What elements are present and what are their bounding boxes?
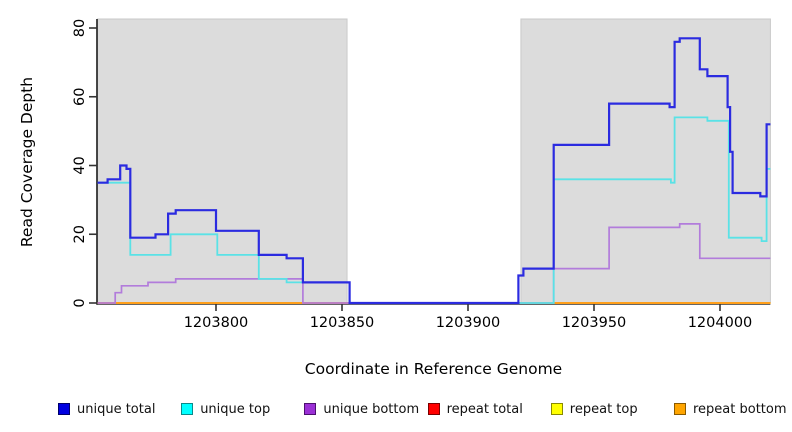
legend-item-unique-total: unique total [58, 398, 155, 420]
x-tick-label: 1204000 [688, 315, 753, 331]
y-tick-label: 0 [72, 298, 88, 307]
legend-swatch-icon [181, 403, 194, 415]
legend-item-repeat-total: repeat total [427, 398, 523, 420]
legend-label: unique top [200, 401, 271, 417]
series-unique-bottom [97, 223, 771, 304]
x-tick-label: 1203950 [562, 315, 627, 331]
x-tick-label: 1203900 [436, 315, 501, 331]
legend-label: unique total [77, 401, 156, 417]
legend-swatch-icon [304, 403, 317, 415]
legend-item-unique-top: unique top [181, 398, 270, 420]
y-axis-title: Read Coverage Depth [18, 76, 36, 248]
y-tick-label: 40 [72, 156, 88, 174]
y-tick-label: 60 [72, 88, 88, 106]
legend-swatch-icon [550, 403, 563, 415]
x-tick-label: 1203800 [184, 315, 249, 331]
legend-item-repeat-bottom: repeat bottom [674, 398, 787, 420]
legend-label: unique bottom [323, 401, 420, 417]
legend-label: repeat top [569, 401, 638, 417]
legend-item-unique-bottom: unique bottom [304, 398, 419, 420]
shaded-region [97, 18, 348, 304]
y-tick-label: 20 [72, 225, 88, 243]
x-tick-label: 1203850 [310, 315, 375, 331]
legend: unique total unique top unique bottom repea… [0, 398, 792, 422]
x-axis-title: Coordinate in Reference Genome [304, 360, 563, 378]
legend-swatch-icon [58, 403, 70, 415]
series-unique-total [97, 37, 771, 305]
legend-swatch-icon [427, 403, 440, 415]
legend-label: repeat bottom [693, 401, 787, 417]
y-tick-label: 80 [72, 19, 88, 37]
legend-item-repeat-top: repeat top [550, 398, 638, 420]
legend-label: repeat total [446, 401, 523, 417]
legend-swatch-icon [674, 403, 686, 415]
